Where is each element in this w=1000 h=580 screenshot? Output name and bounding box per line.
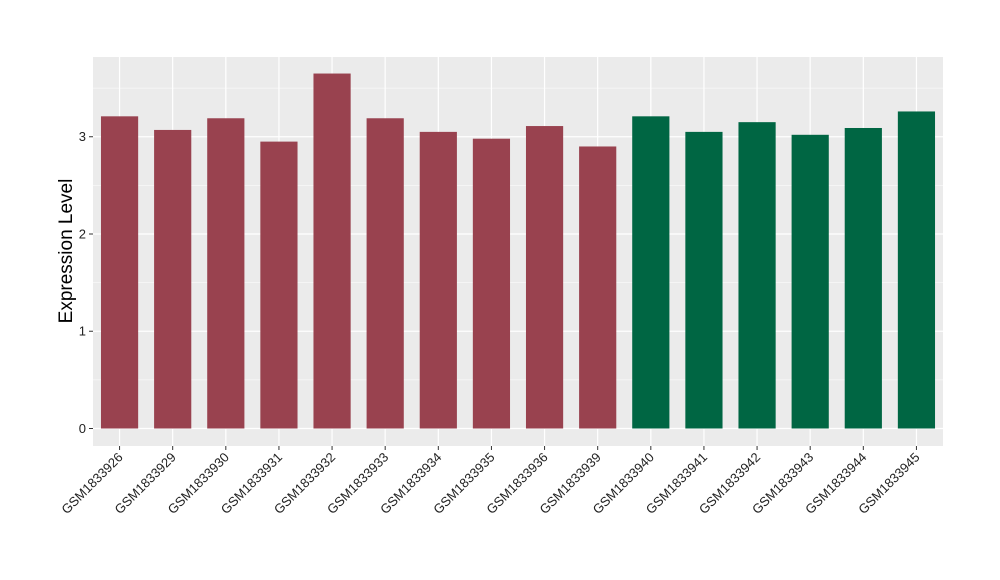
bar — [472, 138, 511, 429]
bar — [525, 126, 564, 429]
bar — [260, 141, 298, 429]
bar — [738, 122, 776, 429]
bar — [100, 116, 139, 429]
y-tick-label: 2 — [79, 226, 86, 241]
bars — [100, 73, 936, 429]
bar — [579, 146, 617, 429]
y-tick-label: 3 — [79, 129, 86, 144]
bar — [366, 118, 404, 429]
bar — [632, 116, 670, 429]
bar — [154, 129, 192, 429]
bar — [207, 118, 245, 429]
bar — [685, 131, 723, 429]
x-axis: GSM1833926GSM1833929GSM1833930GSM1833931… — [58, 446, 923, 517]
bar — [897, 111, 936, 429]
bar — [313, 73, 351, 429]
bar — [844, 127, 882, 429]
y-axis: 0 1 2 3 — [79, 129, 93, 436]
y-tick-label: 0 — [79, 421, 86, 436]
y-tick-label: 1 — [79, 324, 86, 339]
bar — [791, 134, 829, 429]
y-axis-title: Expression Level — [56, 179, 77, 324]
bar — [419, 131, 457, 429]
